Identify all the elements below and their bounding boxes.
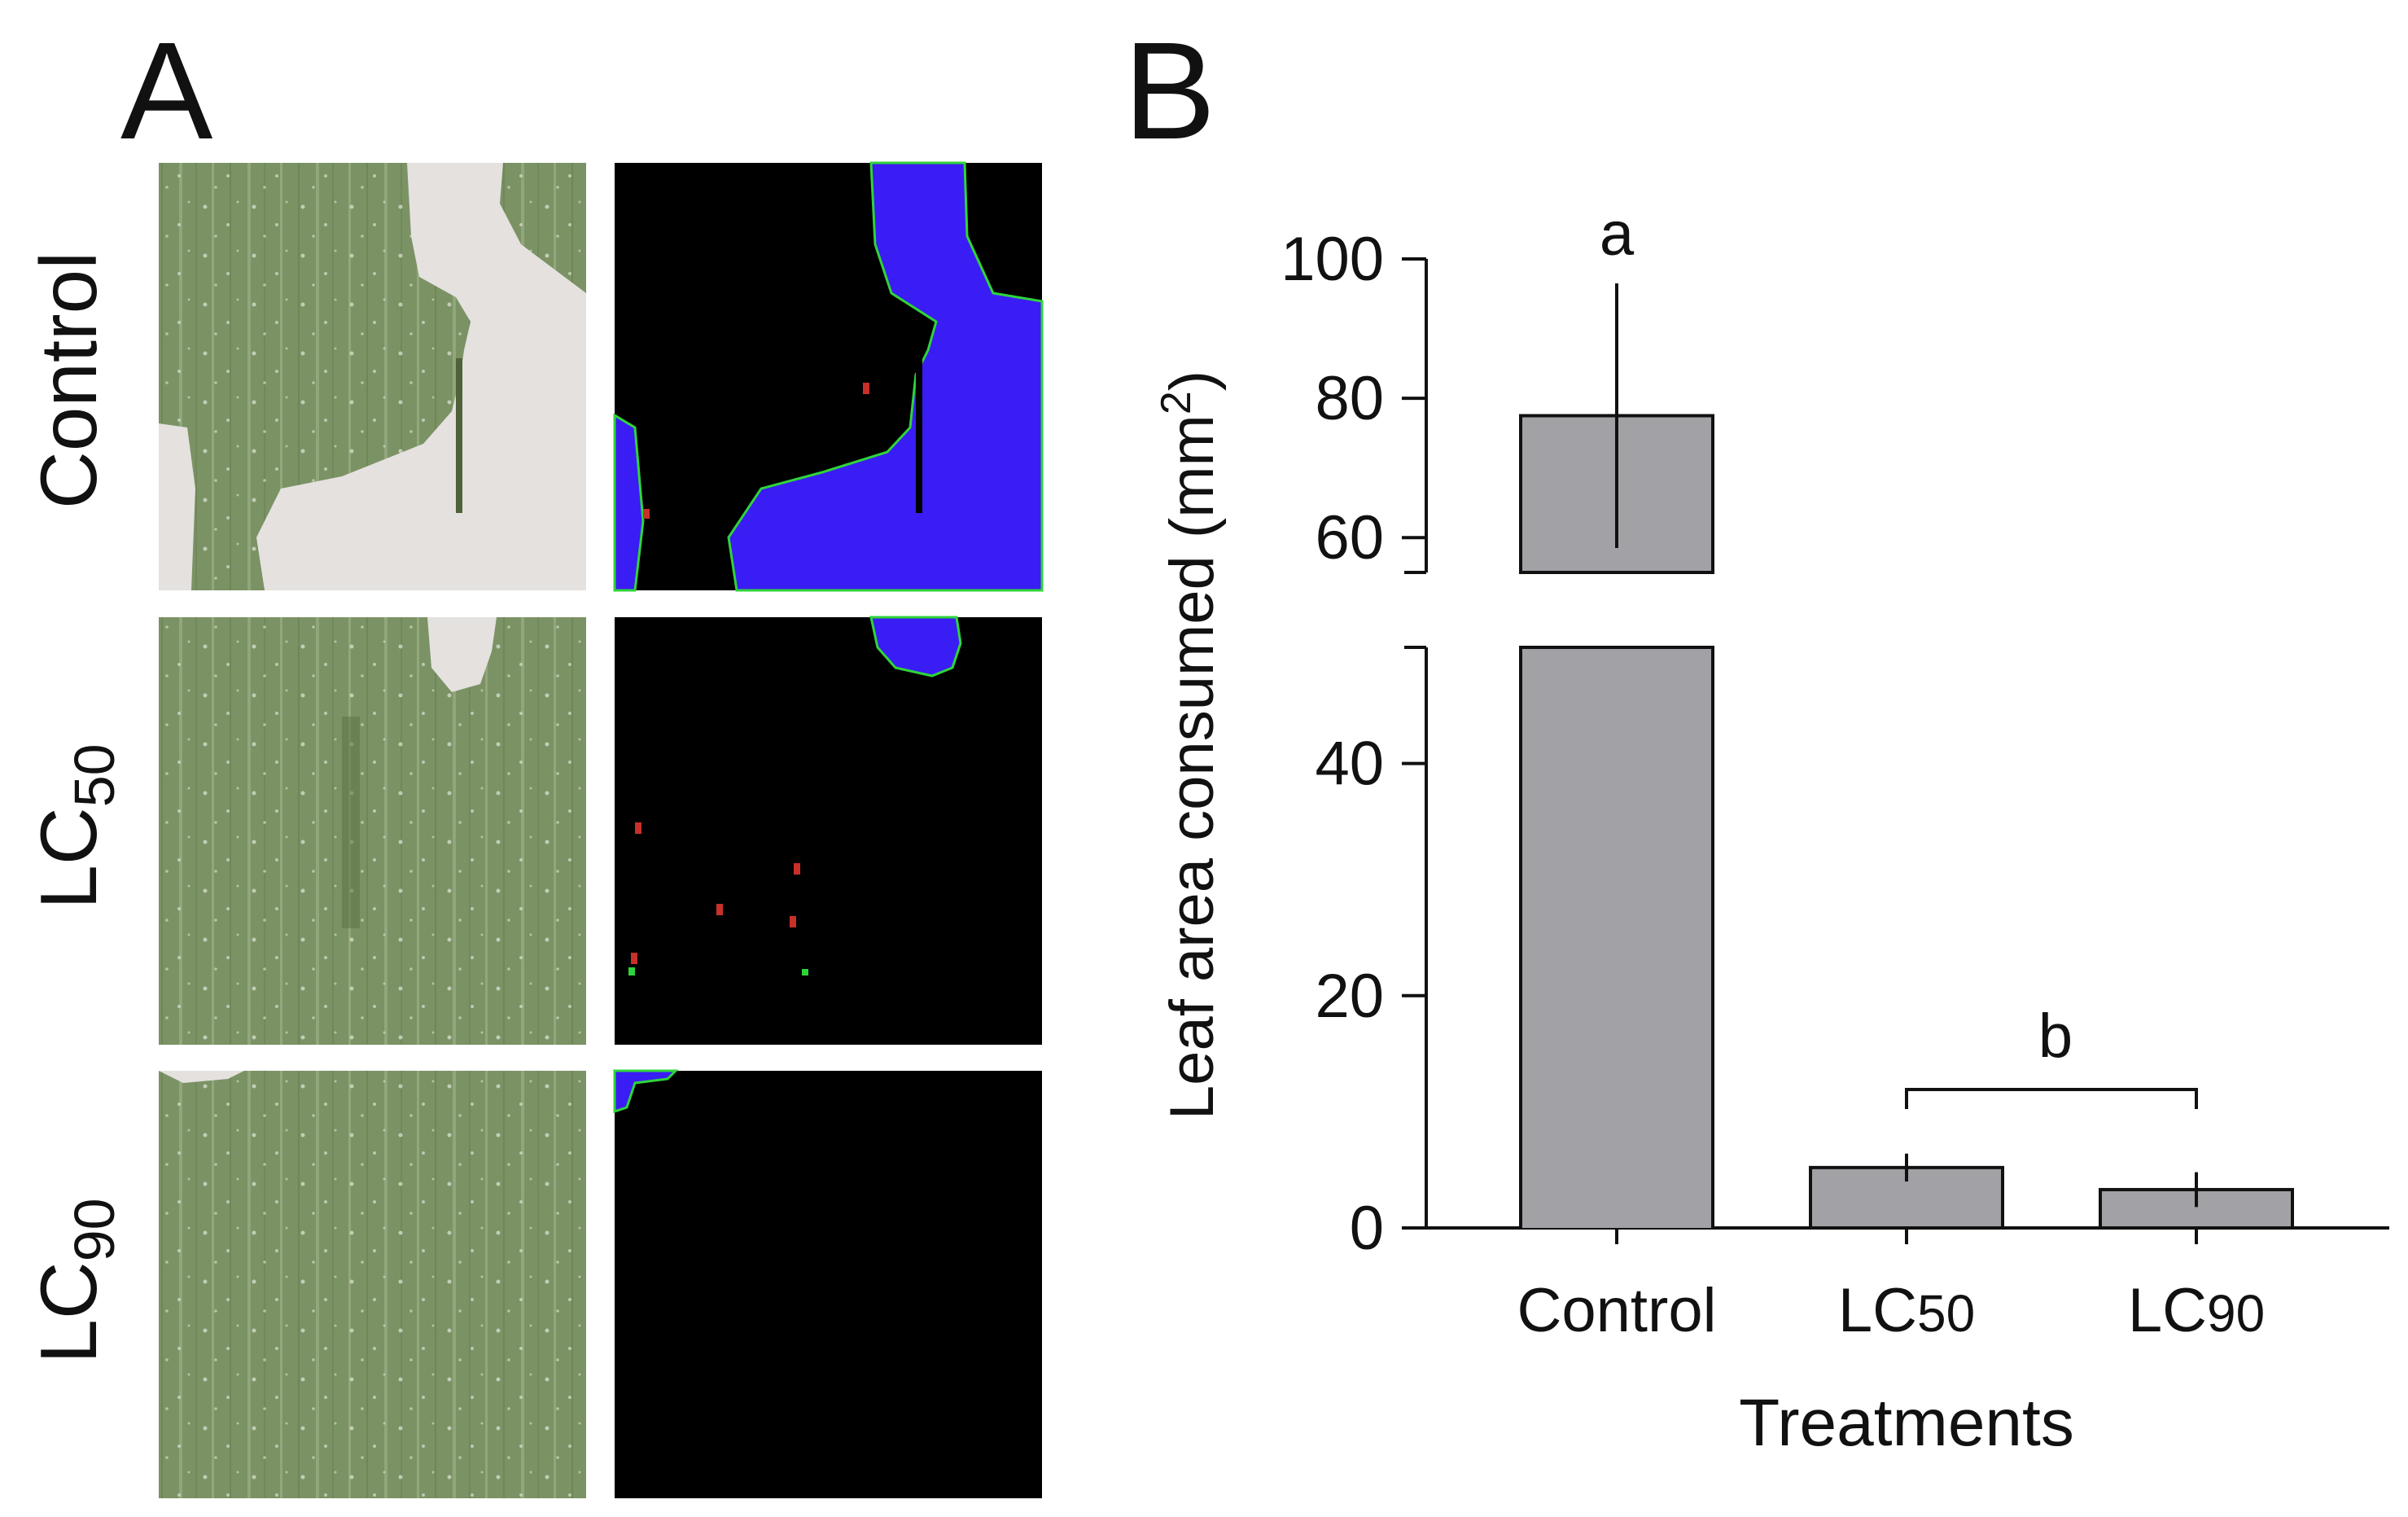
row-label-lc50-main: LC: [24, 807, 113, 909]
significance-bracket: [1905, 1088, 2198, 1109]
y-axis-title-sup: 2: [1153, 391, 1200, 414]
mask-image-lc50: [615, 616, 1042, 1045]
chart-axes: 0 20 40 60 80 100: [1281, 225, 2389, 1263]
category-label-lc90: LC90: [2128, 1276, 2265, 1345]
leaf-photo-lc50: [159, 617, 586, 1045]
row-label-lc50: LC50: [24, 743, 126, 909]
category-label-lc90-sub: 90: [2207, 1284, 2265, 1343]
row-label-lc90-sub: 90: [63, 1198, 126, 1261]
x-axis-title: Treatments: [1739, 1386, 2074, 1460]
significance-letter-b: b: [2038, 1002, 2073, 1071]
category-label-lc50-sub: 50: [1917, 1284, 1975, 1343]
row-label-control-main: Control: [24, 252, 113, 509]
category-label-lc50: LC50: [1838, 1276, 1975, 1345]
category-label-lc90-main: LC: [2128, 1276, 2207, 1345]
y-tick-label-40: 40: [1315, 730, 1384, 799]
category-label-lc50-main: LC: [1838, 1276, 1917, 1345]
mask-image-control: [613, 161, 1044, 592]
mask-image-lc90: [613, 1069, 1042, 1498]
y-tick-label-60: 60: [1315, 503, 1384, 572]
panel-a-letter: A: [120, 14, 213, 169]
y-tick-label-20: 20: [1315, 962, 1384, 1031]
row-label-lc90-main: LC: [24, 1261, 113, 1363]
chart-bars: [1519, 283, 2294, 1230]
y-tick-label-80: 80: [1315, 364, 1384, 433]
row-label-lc50-sub: 50: [63, 743, 126, 807]
significance-letter-a: a: [1600, 199, 1635, 269]
category-label-control-main: Control: [1517, 1276, 1717, 1345]
panel-b-letter: B: [1123, 14, 1215, 169]
leaf-photo-lc90: [159, 1071, 586, 1498]
y-tick-label-100: 100: [1281, 225, 1384, 294]
y-tick-label-0: 0: [1350, 1194, 1384, 1263]
row-label-lc90: LC90: [24, 1198, 126, 1363]
category-label-control: Control: [1517, 1276, 1717, 1345]
row-label-control: Control: [24, 252, 113, 509]
y-axis-title: Leaf area consumed (mm2): [1153, 370, 1227, 1120]
leaf-photo-control: [159, 163, 586, 590]
y-axis-title-main: Leaf area consumed (mm: [1158, 414, 1227, 1120]
bar-Control-lower: [1519, 646, 1714, 1228]
y-axis-title-end: ): [1158, 370, 1227, 391]
